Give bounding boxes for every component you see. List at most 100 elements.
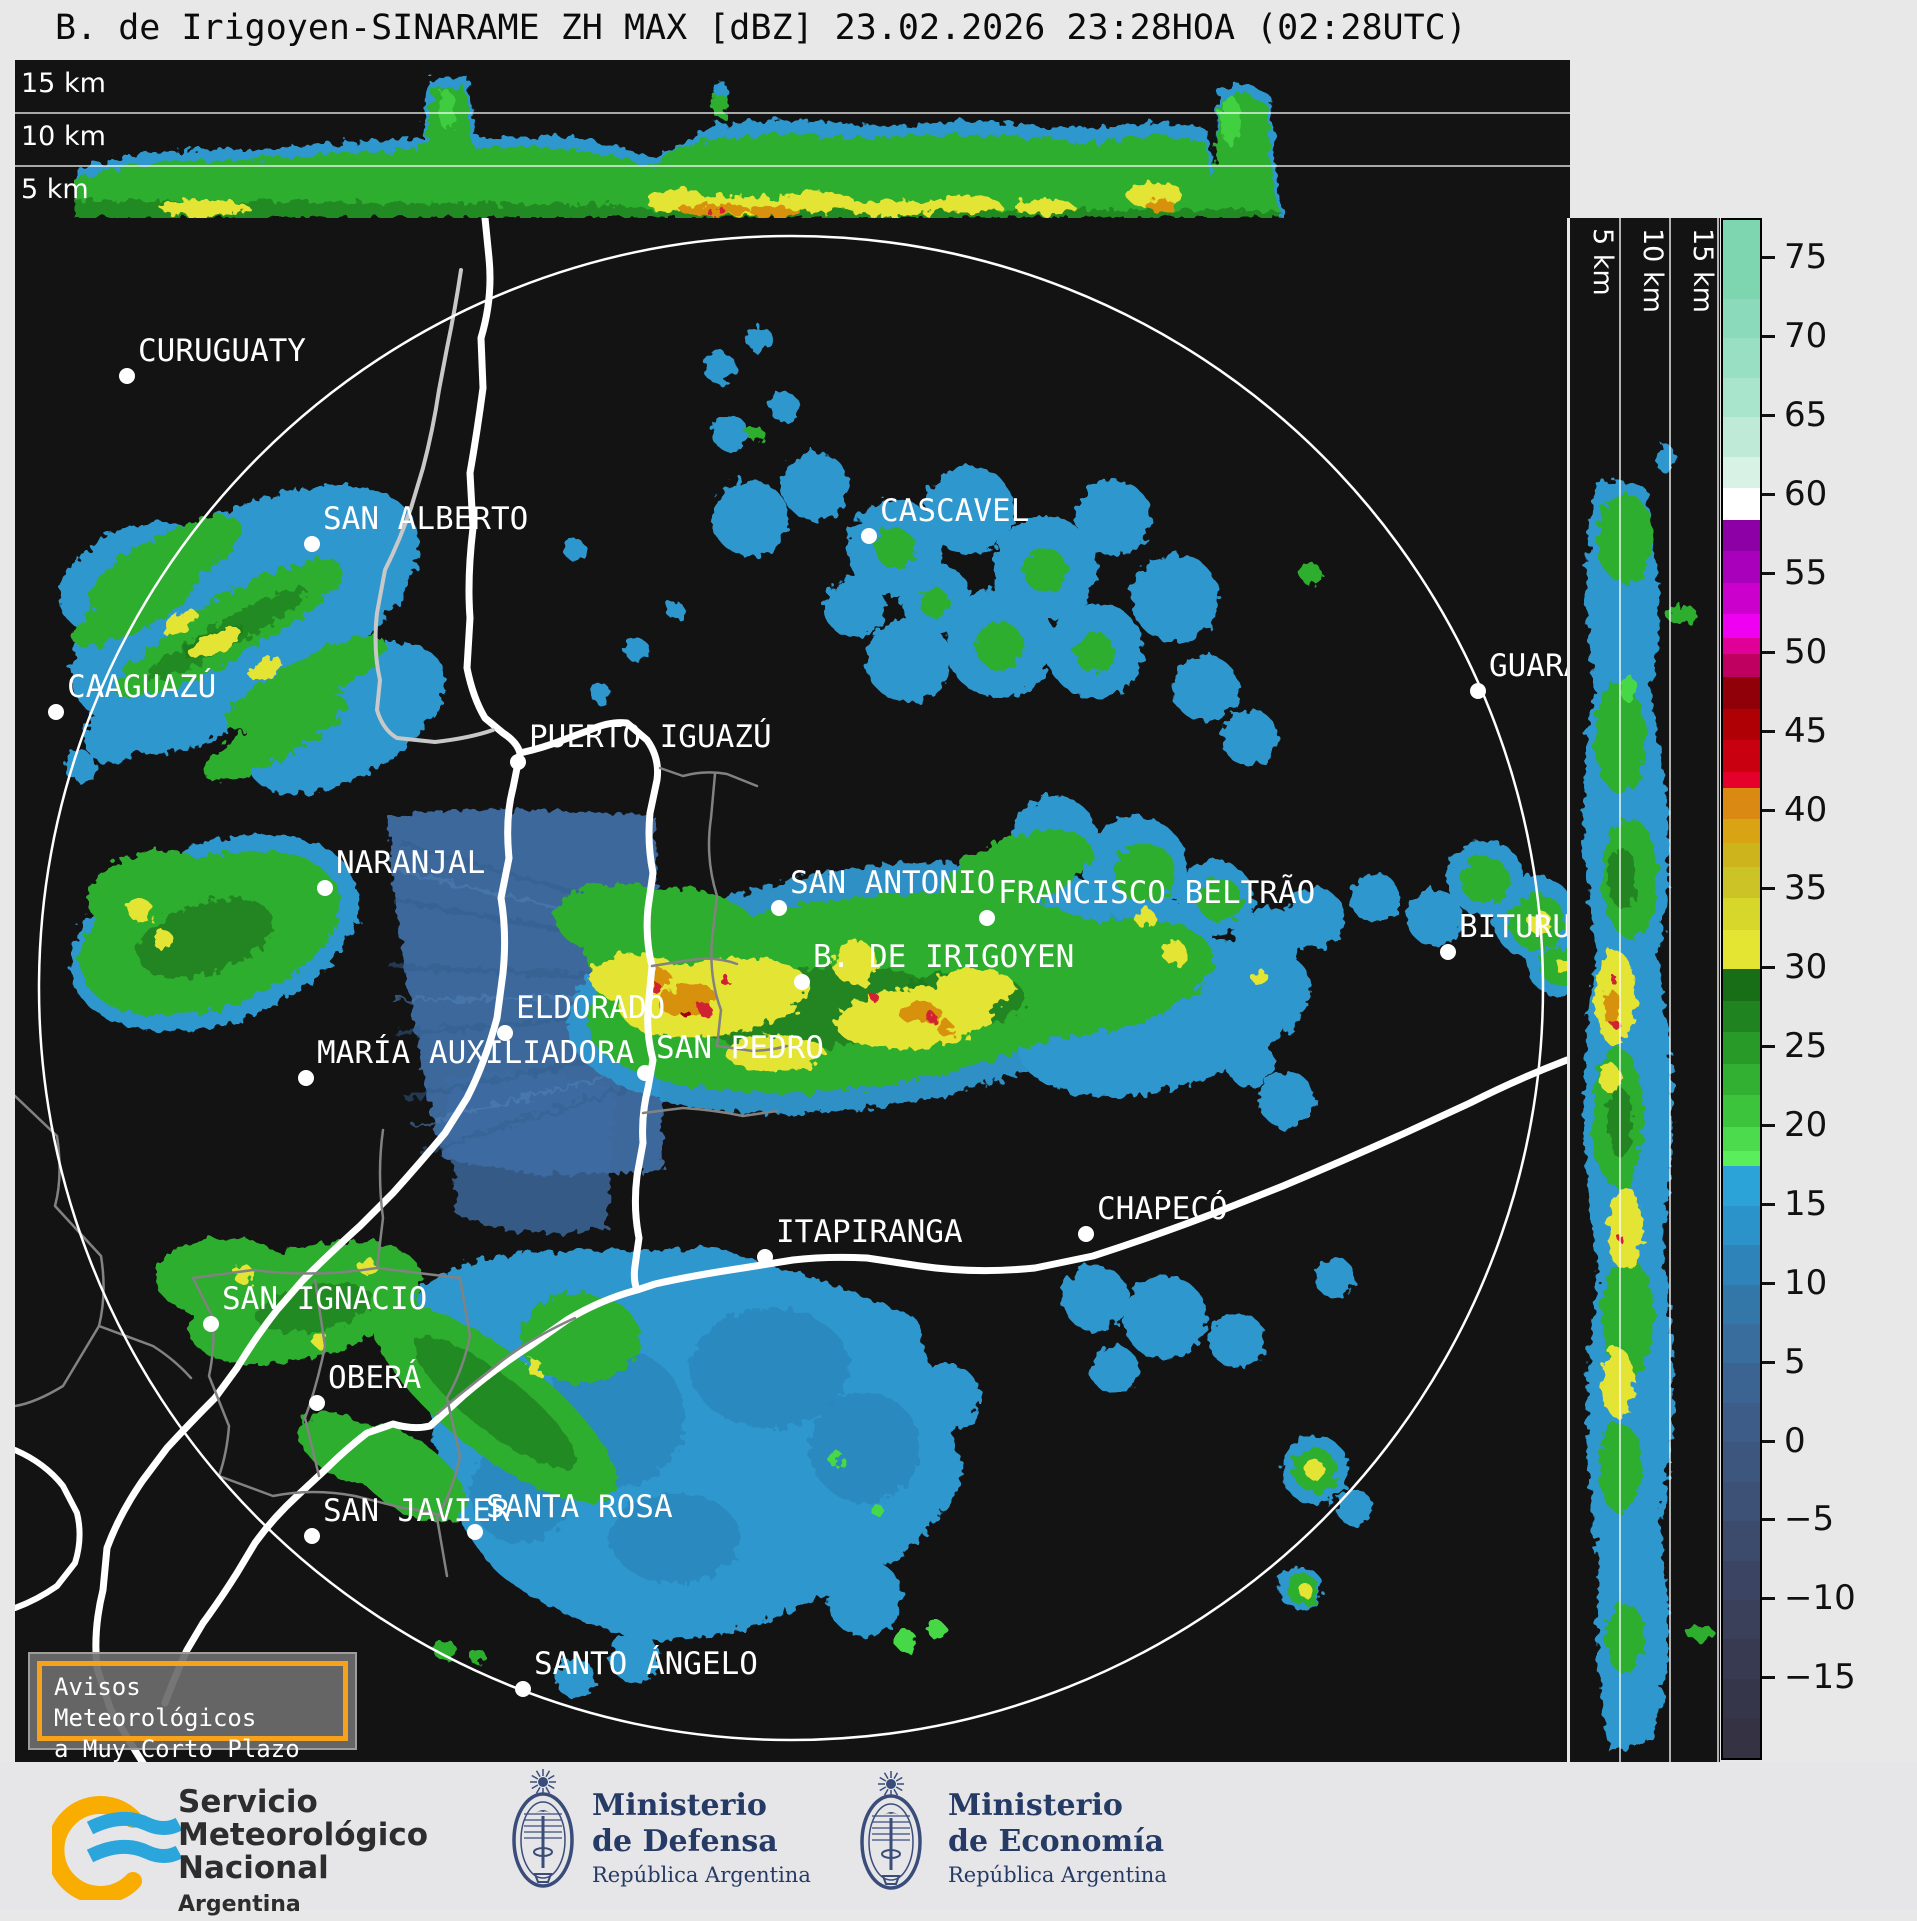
- city-dot: [298, 1070, 314, 1086]
- ministerio-economia-text: Ministerio de Economía República Argenti…: [948, 1788, 1167, 1890]
- colorbar-tick: [1762, 1281, 1775, 1285]
- radar-echo: [926, 466, 1014, 554]
- radar-echo: [910, 1363, 980, 1433]
- colorbar-tick-label: 25: [1784, 1026, 1828, 1067]
- radar-echo: [1337, 1490, 1373, 1526]
- radar-echo: [1602, 1348, 1634, 1418]
- radar-echo: [1123, 1276, 1207, 1360]
- colorbar-tick-label: 20: [1784, 1105, 1828, 1146]
- colorbar-tick: [1762, 1202, 1775, 1206]
- city-dot: [861, 528, 877, 544]
- radar-echo: [520, 1293, 640, 1383]
- radar-echo: [781, 452, 849, 520]
- top-cross-section-svg: 15 km 10 km 5 km: [15, 68, 1570, 218]
- radar-echo: [725, 1035, 825, 1071]
- city-dot: [1078, 1226, 1094, 1242]
- radar-echo: [750, 207, 800, 217]
- radar-echo: [1075, 633, 1115, 673]
- dept-border: [658, 766, 759, 788]
- radar-echo: [189, 627, 241, 659]
- dept-border: [435, 1316, 577, 1416]
- radar-echo: [1666, 606, 1698, 624]
- colorbar-segment: [1723, 708, 1760, 741]
- radar-echo: [1540, 946, 1567, 986]
- radar-echo: [935, 968, 1015, 1008]
- colorbar-segment: [1723, 772, 1760, 788]
- smn-logo-icon: [52, 1796, 182, 1900]
- parana-river: [92, 218, 524, 1762]
- colorbar-tick: [1762, 1045, 1775, 1049]
- radar-echo: [72, 569, 198, 647]
- top-echo-layer: [75, 76, 1283, 218]
- radar-echo: [1315, 1258, 1355, 1298]
- radar-echo: [894, 1629, 916, 1651]
- city-dot: [48, 704, 64, 720]
- radar-echo: [920, 588, 950, 618]
- radar-echo: [827, 1560, 903, 1636]
- city-label: CASCAVEL: [880, 493, 1029, 529]
- city-dot: [203, 1316, 219, 1332]
- colorbar-tick-label: 35: [1784, 868, 1828, 909]
- radar-echo: [87, 849, 203, 927]
- colorbar-segment: [1723, 1095, 1760, 1127]
- colorbar-tick-label: 55: [1784, 552, 1828, 593]
- radar-echo: [590, 683, 610, 703]
- radar-echo: [1234, 907, 1300, 973]
- colorbar-tick: [1762, 887, 1775, 891]
- radar-echo: [248, 656, 282, 680]
- radar-echo: [1131, 554, 1219, 642]
- colorbar-segment: [1723, 1560, 1760, 1600]
- radar-echo: [1655, 444, 1675, 472]
- radar-echo: [681, 1009, 689, 1017]
- radar-echo: [928, 1621, 946, 1639]
- colorbar-segment: [1723, 1166, 1760, 1206]
- radar-echo: [84, 712, 136, 764]
- radar-echo: [1610, 976, 1618, 984]
- right-cross-section-svg: 5 km 10 km 15 km: [1583, 218, 1719, 1762]
- radar-echo: [898, 1003, 942, 1023]
- city-dot: [467, 1524, 483, 1540]
- colorbar-tick: [1762, 1360, 1775, 1364]
- height-labels-vertical: 5 km 10 km 15 km: [1587, 228, 1718, 313]
- city-label: CHAPECÓ: [1097, 1190, 1228, 1227]
- radar-echo: [1220, 95, 1240, 145]
- radar-echo: [1350, 873, 1400, 923]
- colorbar-segment: [1723, 1000, 1760, 1033]
- colorbar-tick-label: 0: [1784, 1420, 1806, 1461]
- colorbar-segment: [1723, 653, 1760, 678]
- warning-line-1: Avisos Meteorológicos: [54, 1673, 257, 1732]
- radar-echo: [1300, 563, 1322, 585]
- economia-line-2: de Economía: [948, 1824, 1165, 1859]
- city-label: SAN IGNACIO: [222, 1281, 427, 1317]
- colorbar-tick: [1762, 1676, 1775, 1680]
- radar-echo: [1198, 878, 1242, 922]
- warning-banner[interactable]: Avisos Meteorológicos a Muy Corto Plazo: [28, 1652, 357, 1763]
- economia-line-1: Ministerio: [948, 1788, 1123, 1823]
- radar-echo: [1607, 1186, 1643, 1270]
- city-label: SAN ALBERTO: [323, 501, 528, 537]
- smn-line-3: Nacional: [178, 1850, 329, 1886]
- radar-range-ring: [37, 234, 1545, 1742]
- city-label: GUARA: [1489, 648, 1567, 684]
- radar-echo: [1062, 1265, 1128, 1331]
- colorbar-tick: [1762, 650, 1775, 654]
- radar-echo: [690, 1308, 850, 1428]
- radar-echo: [747, 425, 763, 441]
- radar-echo: [1686, 1625, 1714, 1641]
- radar-echo: [564, 539, 586, 561]
- colorbar-tick: [1762, 1597, 1775, 1601]
- city-dot: [794, 974, 810, 990]
- west-river: [15, 1447, 83, 1611]
- radar-echo: [1285, 888, 1345, 948]
- colorbar-segment: [1723, 1639, 1760, 1679]
- height-label: 10 km: [21, 121, 106, 152]
- city-dot: [637, 1065, 653, 1081]
- colorbar-segment: [1723, 1678, 1760, 1719]
- dept-border: [641, 1106, 779, 1118]
- colorbar-tick-label: −10: [1784, 1578, 1856, 1619]
- colorbar-segment: [1723, 637, 1760, 654]
- radar-echo: [938, 830, 1092, 916]
- page-title: B. de Irigoyen-SINARAME ZH MAX [dBZ] 23.…: [55, 8, 1467, 48]
- radar-echo: [704, 352, 736, 384]
- colorbar-tick: [1762, 335, 1775, 339]
